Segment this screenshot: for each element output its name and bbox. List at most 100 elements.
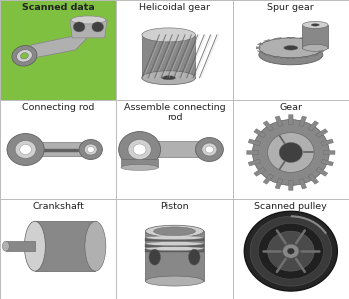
Polygon shape [300, 57, 308, 58]
Polygon shape [35, 221, 95, 271]
Polygon shape [312, 54, 318, 56]
Polygon shape [323, 150, 335, 155]
Circle shape [84, 144, 97, 155]
Polygon shape [70, 20, 107, 38]
Ellipse shape [121, 164, 158, 170]
Ellipse shape [162, 76, 176, 80]
Polygon shape [146, 238, 203, 241]
Polygon shape [299, 116, 306, 126]
Polygon shape [146, 244, 203, 247]
Polygon shape [275, 116, 283, 126]
Circle shape [133, 144, 146, 155]
Ellipse shape [16, 50, 32, 62]
Polygon shape [121, 159, 158, 167]
Polygon shape [263, 121, 274, 131]
Polygon shape [128, 141, 215, 158]
Polygon shape [319, 51, 325, 53]
Ellipse shape [259, 38, 323, 58]
Circle shape [119, 132, 161, 167]
Polygon shape [321, 139, 334, 146]
Text: Connecting rod: Connecting rod [22, 103, 94, 112]
Polygon shape [274, 57, 281, 58]
Polygon shape [146, 231, 203, 281]
Circle shape [73, 22, 85, 32]
Ellipse shape [303, 44, 328, 51]
Circle shape [202, 143, 217, 156]
Polygon shape [275, 179, 283, 189]
Circle shape [92, 22, 104, 32]
Ellipse shape [303, 22, 328, 28]
Polygon shape [248, 139, 261, 146]
Text: Crankshaft: Crankshaft [32, 202, 84, 211]
Ellipse shape [149, 249, 161, 265]
Ellipse shape [284, 45, 298, 50]
Circle shape [20, 144, 31, 155]
Polygon shape [254, 167, 266, 176]
Circle shape [252, 120, 329, 185]
Ellipse shape [142, 28, 195, 42]
Polygon shape [287, 57, 295, 59]
Polygon shape [316, 129, 328, 138]
Circle shape [7, 134, 44, 165]
Ellipse shape [311, 24, 319, 26]
Text: Scanned pulley: Scanned pulley [254, 202, 327, 211]
Polygon shape [308, 121, 319, 131]
Ellipse shape [146, 236, 203, 240]
Ellipse shape [71, 16, 106, 24]
Polygon shape [14, 32, 93, 62]
Ellipse shape [24, 221, 45, 271]
Polygon shape [319, 42, 325, 45]
Polygon shape [312, 39, 318, 41]
Text: Spur gear: Spur gear [267, 3, 314, 12]
Text: Piston: Piston [160, 202, 189, 211]
Polygon shape [247, 150, 258, 155]
Polygon shape [146, 249, 203, 252]
Polygon shape [316, 167, 328, 176]
Polygon shape [257, 42, 263, 45]
Polygon shape [263, 54, 269, 56]
Text: Helicoidal gear: Helicoidal gear [139, 3, 210, 12]
Circle shape [87, 147, 94, 152]
Ellipse shape [21, 53, 28, 59]
Polygon shape [308, 174, 319, 184]
Polygon shape [263, 174, 274, 184]
Circle shape [258, 223, 324, 279]
Circle shape [283, 244, 299, 258]
Circle shape [195, 138, 223, 161]
Polygon shape [321, 47, 326, 49]
Ellipse shape [146, 276, 203, 286]
Circle shape [268, 132, 314, 173]
Polygon shape [256, 47, 261, 49]
Text: Scanned data: Scanned data [22, 3, 95, 12]
Ellipse shape [85, 221, 106, 271]
Polygon shape [289, 180, 293, 190]
Text: Assemble connecting
rod: Assemble connecting rod [124, 103, 225, 122]
Ellipse shape [142, 71, 195, 85]
Circle shape [279, 143, 303, 162]
Circle shape [244, 211, 337, 291]
Polygon shape [299, 179, 306, 189]
Polygon shape [321, 159, 334, 166]
Circle shape [15, 141, 36, 158]
Polygon shape [254, 129, 266, 138]
Polygon shape [274, 37, 281, 39]
Polygon shape [289, 115, 293, 125]
Polygon shape [17, 143, 95, 156]
Ellipse shape [154, 227, 195, 236]
Polygon shape [257, 51, 263, 53]
Polygon shape [300, 37, 308, 39]
Polygon shape [303, 25, 328, 48]
Ellipse shape [2, 241, 9, 251]
Ellipse shape [146, 225, 203, 237]
Polygon shape [142, 35, 195, 78]
Ellipse shape [188, 249, 200, 265]
Text: Gear: Gear [279, 103, 302, 112]
Polygon shape [287, 37, 295, 39]
Polygon shape [6, 241, 35, 251]
Ellipse shape [259, 45, 323, 65]
Polygon shape [263, 39, 269, 41]
Ellipse shape [146, 247, 203, 251]
Circle shape [128, 140, 151, 159]
Ellipse shape [146, 242, 203, 246]
Circle shape [250, 216, 332, 286]
